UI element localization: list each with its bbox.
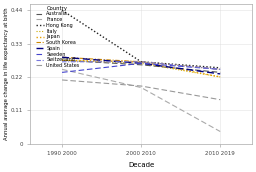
- Y-axis label: Annual average change in life expectancy at birth: Annual average change in life expectancy…: [4, 8, 9, 140]
- Sweden: [140, 62, 143, 64]
- Japan: [60, 59, 63, 61]
- South Korea: [140, 61, 143, 63]
- Line: South Korea: South Korea: [62, 57, 220, 69]
- Switzerland: [60, 61, 63, 63]
- Line: United States: United States: [62, 80, 220, 100]
- Spain: [219, 73, 222, 75]
- Line: Sweden: Sweden: [62, 63, 220, 72]
- Line: Spain: Spain: [62, 57, 220, 74]
- Spain: [140, 62, 143, 64]
- France: [219, 131, 222, 133]
- South Korea: [219, 68, 222, 70]
- Italy: [219, 76, 222, 78]
- Hong Kong: [140, 61, 143, 63]
- Spain: [60, 56, 63, 58]
- Legend: Australia, France, Hong Kong, Italy, Japan, South Korea, Spain, Sweden, Switzerl: Australia, France, Hong Kong, Italy, Jap…: [35, 5, 80, 68]
- Hong Kong: [60, 9, 63, 11]
- Sweden: [60, 71, 63, 73]
- Line: Switzerland: Switzerland: [62, 62, 220, 69]
- Australia: [219, 71, 222, 73]
- Line: Hong Kong: Hong Kong: [62, 10, 220, 68]
- United States: [219, 99, 222, 101]
- Australia: [60, 59, 63, 61]
- France: [140, 87, 143, 89]
- Hong Kong: [219, 67, 222, 69]
- Switzerland: [140, 61, 143, 63]
- Line: Italy: Italy: [62, 60, 220, 77]
- Switzerland: [219, 68, 222, 70]
- Italy: [140, 62, 143, 64]
- X-axis label: Decade: Decade: [128, 162, 154, 168]
- United States: [60, 79, 63, 81]
- Italy: [60, 59, 63, 61]
- Line: Australia: Australia: [62, 60, 220, 72]
- Australia: [140, 64, 143, 66]
- Line: France: France: [62, 69, 220, 132]
- France: [60, 68, 63, 70]
- Japan: [140, 61, 143, 63]
- South Korea: [60, 56, 63, 58]
- United States: [140, 85, 143, 87]
- Sweden: [219, 68, 222, 70]
- Line: Japan: Japan: [62, 60, 220, 77]
- Japan: [219, 76, 222, 78]
